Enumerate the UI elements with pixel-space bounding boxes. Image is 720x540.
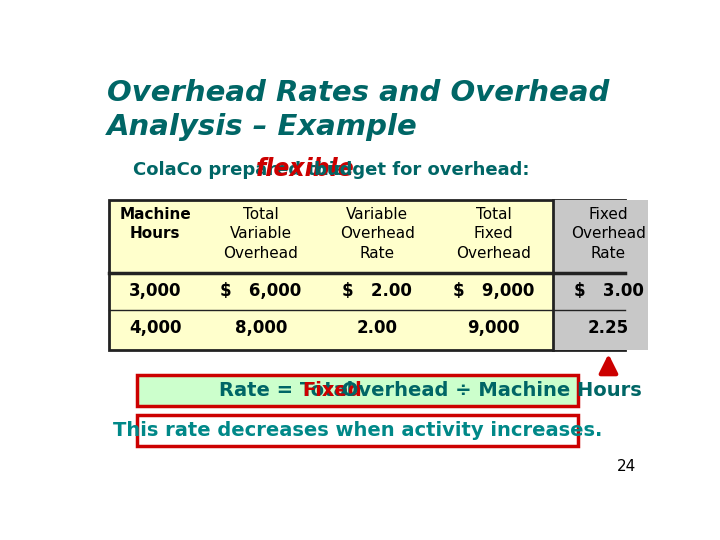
Bar <box>554 200 664 350</box>
Text: $   9,000: $ 9,000 <box>453 282 534 300</box>
Text: 2.25: 2.25 <box>588 319 629 337</box>
Text: Variable
Overhead
Rate: Variable Overhead Rate <box>340 207 415 261</box>
Bar <box>137 375 578 406</box>
Text: Rate = Total: Rate = Total <box>219 381 360 400</box>
Text: 24: 24 <box>617 460 636 475</box>
Text: $   3.00: $ 3.00 <box>574 282 644 300</box>
Text: $   6,000: $ 6,000 <box>220 282 302 300</box>
Text: Fixed
Overhead
Rate: Fixed Overhead Rate <box>571 207 646 261</box>
Text: This rate decreases when activity increases.: This rate decreases when activity increa… <box>113 421 602 440</box>
Text: $   2.00: $ 2.00 <box>342 282 412 300</box>
Text: Analysis – Example: Analysis – Example <box>107 112 418 140</box>
Bar <box>109 200 625 350</box>
Bar <box>137 415 578 446</box>
Text: 8,000: 8,000 <box>235 319 287 337</box>
Text: budget for overhead:: budget for overhead: <box>315 161 530 179</box>
Text: ColaCo prepared this: ColaCo prepared this <box>132 161 351 179</box>
Text: 3,000: 3,000 <box>129 282 181 300</box>
Text: flexible: flexible <box>256 157 354 181</box>
Text: 4,000: 4,000 <box>129 319 181 337</box>
Text: Overhead Rates and Overhead: Overhead Rates and Overhead <box>107 79 609 107</box>
Text: Overhead ÷ Machine Hours: Overhead ÷ Machine Hours <box>335 381 642 400</box>
Text: Fixed: Fixed <box>302 381 362 400</box>
Text: Total
Variable
Overhead: Total Variable Overhead <box>223 207 298 261</box>
Text: 9,000: 9,000 <box>467 319 520 337</box>
Text: 2.00: 2.00 <box>356 319 397 337</box>
Text: Machine
Hours: Machine Hours <box>120 207 191 241</box>
Text: Total
Fixed
Overhead: Total Fixed Overhead <box>456 207 531 261</box>
